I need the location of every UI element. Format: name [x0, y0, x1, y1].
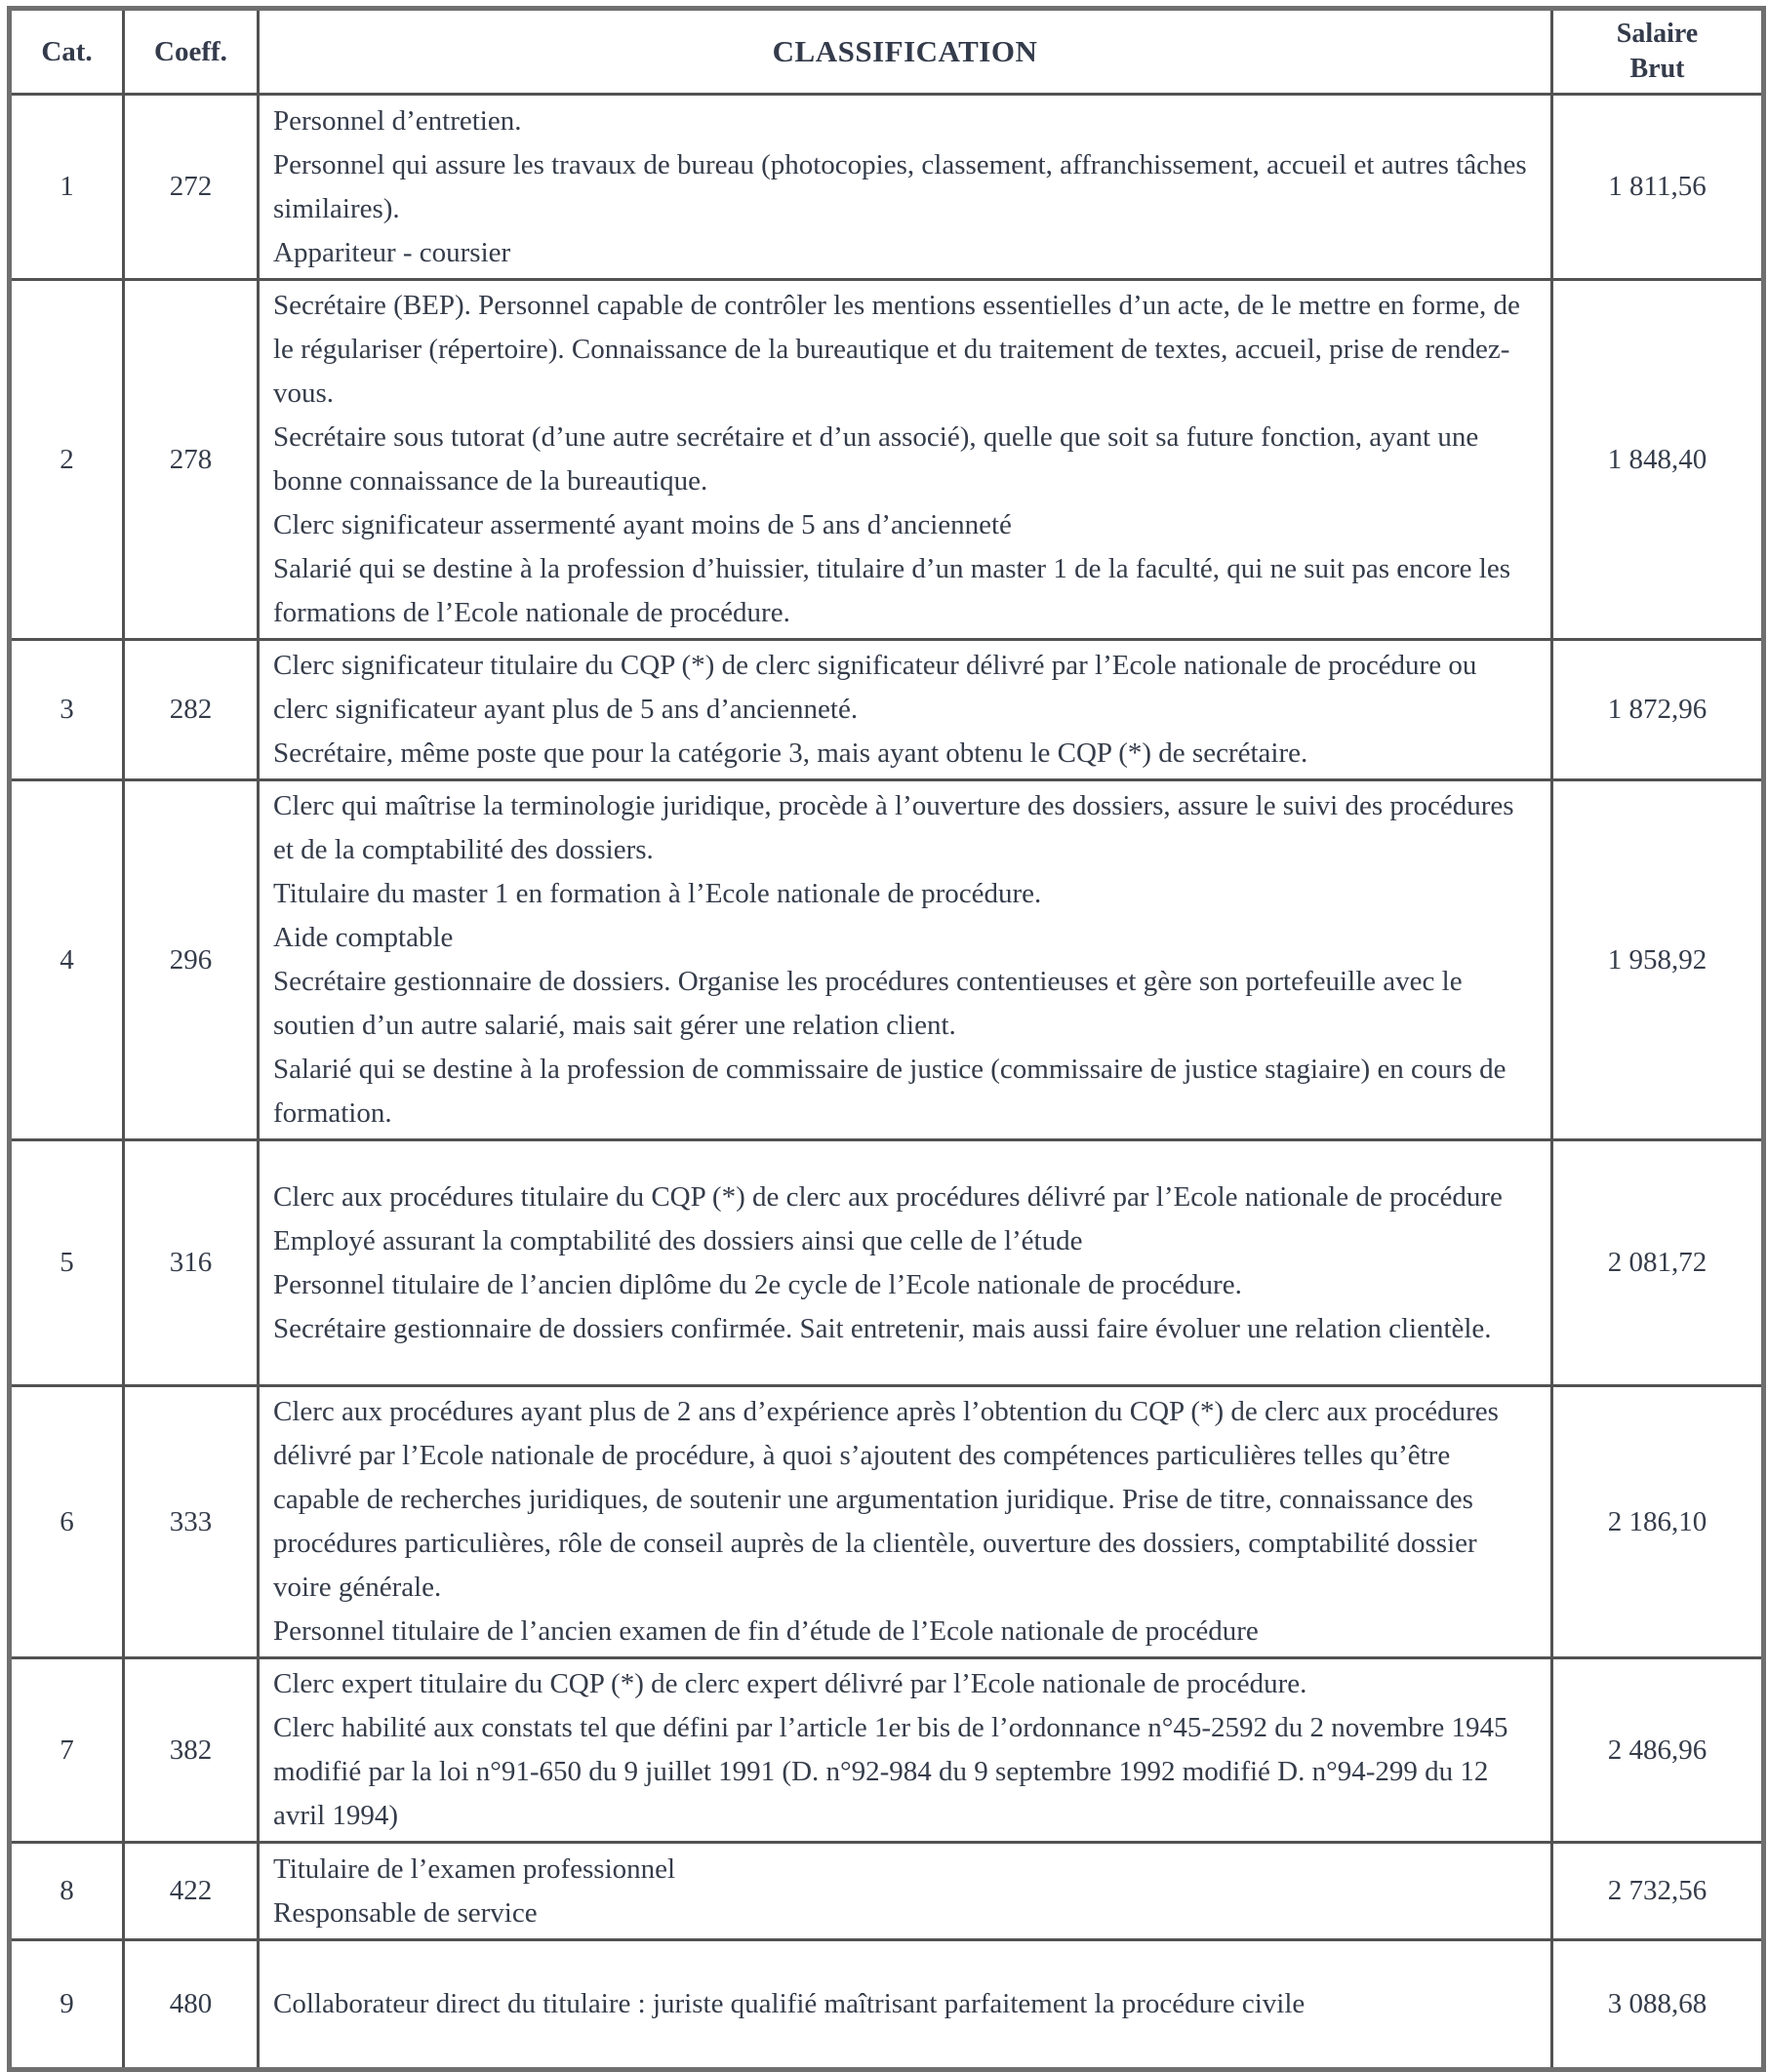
classification-paragraph: Titulaire du master 1 en formation à l’E… [273, 878, 1042, 909]
classification-paragraph: Titulaire de l’examen professionnel [273, 1853, 676, 1885]
coefficient-cell: 296 [122, 778, 260, 1141]
salary-cell: 1 872,96 [1550, 638, 1765, 781]
header-salaire-brut: Salaire Brut [1550, 7, 1765, 96]
table-row: 6 333 Clerc aux procédures ayant plus de 2… [8, 1384, 1765, 1659]
coefficient-cell: 422 [122, 1841, 260, 1941]
category-cell: 6 [8, 1384, 125, 1659]
coefficient-cell: 278 [122, 278, 260, 641]
category-cell: 2 [8, 278, 125, 641]
table-row: 9 480 Collaborateur direct du titulaire : … [8, 1938, 1765, 2071]
classification-paragraph: Personnel qui assure les travaux de bure… [273, 148, 1527, 224]
classification-cell: Personnel d’entretien. Personnel qui assu… [257, 93, 1553, 281]
category-cell: 7 [8, 1656, 125, 1844]
document-page: Cat. Coeff. CLASSIFICATION Salaire Brut … [7, 6, 1766, 2072]
category-cell: 9 [8, 1938, 125, 2071]
table-row: 5 316 Clerc aux procédures titulaire du CQ… [8, 1138, 1765, 1387]
classification-paragraph: Responsable de service [273, 1896, 538, 1929]
classification-cell: Clerc significateur titulaire du CQP (*)… [257, 638, 1553, 781]
header-classification: CLASSIFICATION [257, 7, 1553, 96]
salary-cell: 1 811,56 [1550, 93, 1765, 281]
table-body: 1 272 Personnel d’entretien. Personnel qui … [8, 93, 1765, 2071]
classification-cell: Clerc aux procédures ayant plus de 2 ans… [257, 1384, 1553, 1659]
coefficient-cell: 480 [122, 1938, 260, 2071]
classification-paragraph: Appariteur - coursier [273, 236, 511, 268]
salary-cell: 2 486,96 [1550, 1656, 1765, 1844]
table-row: 8 422 Titulaire de l’examen professionnel R… [8, 1841, 1765, 1941]
classification-paragraph: Secrétaire, même poste que pour la catég… [273, 737, 1308, 769]
classification-paragraph: Clerc expert titulaire du CQP (*) de cle… [273, 1668, 1307, 1699]
table-header: Cat. Coeff. CLASSIFICATION Salaire Brut [8, 7, 1765, 96]
classification-paragraph: Secrétaire gestionnaire de dossiers conf… [273, 1312, 1492, 1344]
header-cat: Cat. [8, 7, 125, 96]
classification-cell: Secrétaire (BEP). Personnel capable de c… [257, 278, 1553, 641]
classification-paragraph: Clerc aux procédures titulaire du CQP (*… [273, 1180, 1503, 1213]
salary-cell: 2 186,10 [1550, 1384, 1765, 1659]
classification-paragraph: Collaborateur direct du titulaire : juri… [273, 1988, 1306, 2019]
coefficient-cell: 382 [122, 1656, 260, 1844]
coefficient-cell: 333 [122, 1384, 260, 1659]
table-row: 1 272 Personnel d’entretien. Personnel qui … [8, 93, 1765, 281]
classification-cell: Clerc qui maîtrise la terminologie jurid… [257, 778, 1553, 1141]
classification-paragraph: Clerc aux procédures ayant plus de 2 ans… [273, 1396, 1499, 1603]
category-cell: 3 [8, 638, 125, 781]
coefficient-cell: 272 [122, 93, 260, 281]
classification-paragraph: Employé assurant la comptabilité des dos… [273, 1224, 1083, 1256]
classification-paragraph: Clerc significateur titulaire du CQP (*)… [273, 650, 1477, 725]
category-cell: 8 [8, 1841, 125, 1941]
category-cell: 5 [8, 1138, 125, 1387]
classification-paragraph: Salarié qui se destine à la profession d… [273, 1054, 1507, 1129]
category-cell: 1 [8, 93, 125, 281]
header-row: Cat. Coeff. CLASSIFICATION Salaire Brut [8, 7, 1765, 96]
header-coeff: Coeff. [122, 7, 260, 96]
classification-cell: Clerc expert titulaire du CQP (*) de cle… [257, 1656, 1553, 1844]
classification-cell: Titulaire de l’examen professionnel Respo… [257, 1841, 1553, 1941]
salary-cell: 2 081,72 [1550, 1138, 1765, 1387]
classification-paragraph: Secrétaire gestionnaire de dossiers. Org… [273, 966, 1463, 1041]
classification-paragraph: Personnel titulaire de l’ancien diplôme … [273, 1268, 1242, 1300]
salary-cell: 2 732,56 [1550, 1841, 1765, 1941]
classification-paragraph: Clerc habilité aux constats tel que défi… [273, 1712, 1508, 1831]
table-row: 3 282 Clerc significateur titulaire du CQP… [8, 638, 1765, 781]
table-row: 7 382 Clerc expert titulaire du CQP (*) de… [8, 1656, 1765, 1844]
classification-paragraph: Secrétaire sous tutorat (d’une autre sec… [273, 421, 1479, 497]
salary-cell: 3 088,68 [1550, 1938, 1765, 2071]
classification-cell: Clerc aux procédures titulaire du CQP (*… [257, 1138, 1553, 1387]
classification-table: Cat. Coeff. CLASSIFICATION Salaire Brut … [7, 6, 1766, 2072]
table-row: 2 278 Secrétaire (BEP). Personnel capable … [8, 278, 1765, 641]
classification-paragraph: Personnel titulaire de l’ancien examen d… [273, 1615, 1259, 1647]
classification-paragraph: Aide comptable [273, 922, 454, 953]
classification-paragraph: Salarié qui se destine à la profession d… [273, 553, 1510, 628]
salary-cell: 1 958,92 [1550, 778, 1765, 1141]
category-cell: 4 [8, 778, 125, 1141]
salary-cell: 1 848,40 [1550, 278, 1765, 641]
classification-cell: Collaborateur direct du titulaire : juri… [257, 1938, 1553, 2071]
classification-paragraph: Secrétaire (BEP). Personnel capable de c… [273, 290, 1520, 409]
classification-paragraph: Clerc significateur assermenté ayant moi… [273, 509, 1012, 540]
table-row: 4 296 Clerc qui maîtrise la terminologie j… [8, 778, 1765, 1141]
classification-paragraph: Personnel d’entretien. [273, 104, 522, 137]
classification-paragraph: Clerc qui maîtrise la terminologie jurid… [273, 790, 1514, 865]
coefficient-cell: 282 [122, 638, 260, 781]
coefficient-cell: 316 [122, 1138, 260, 1387]
